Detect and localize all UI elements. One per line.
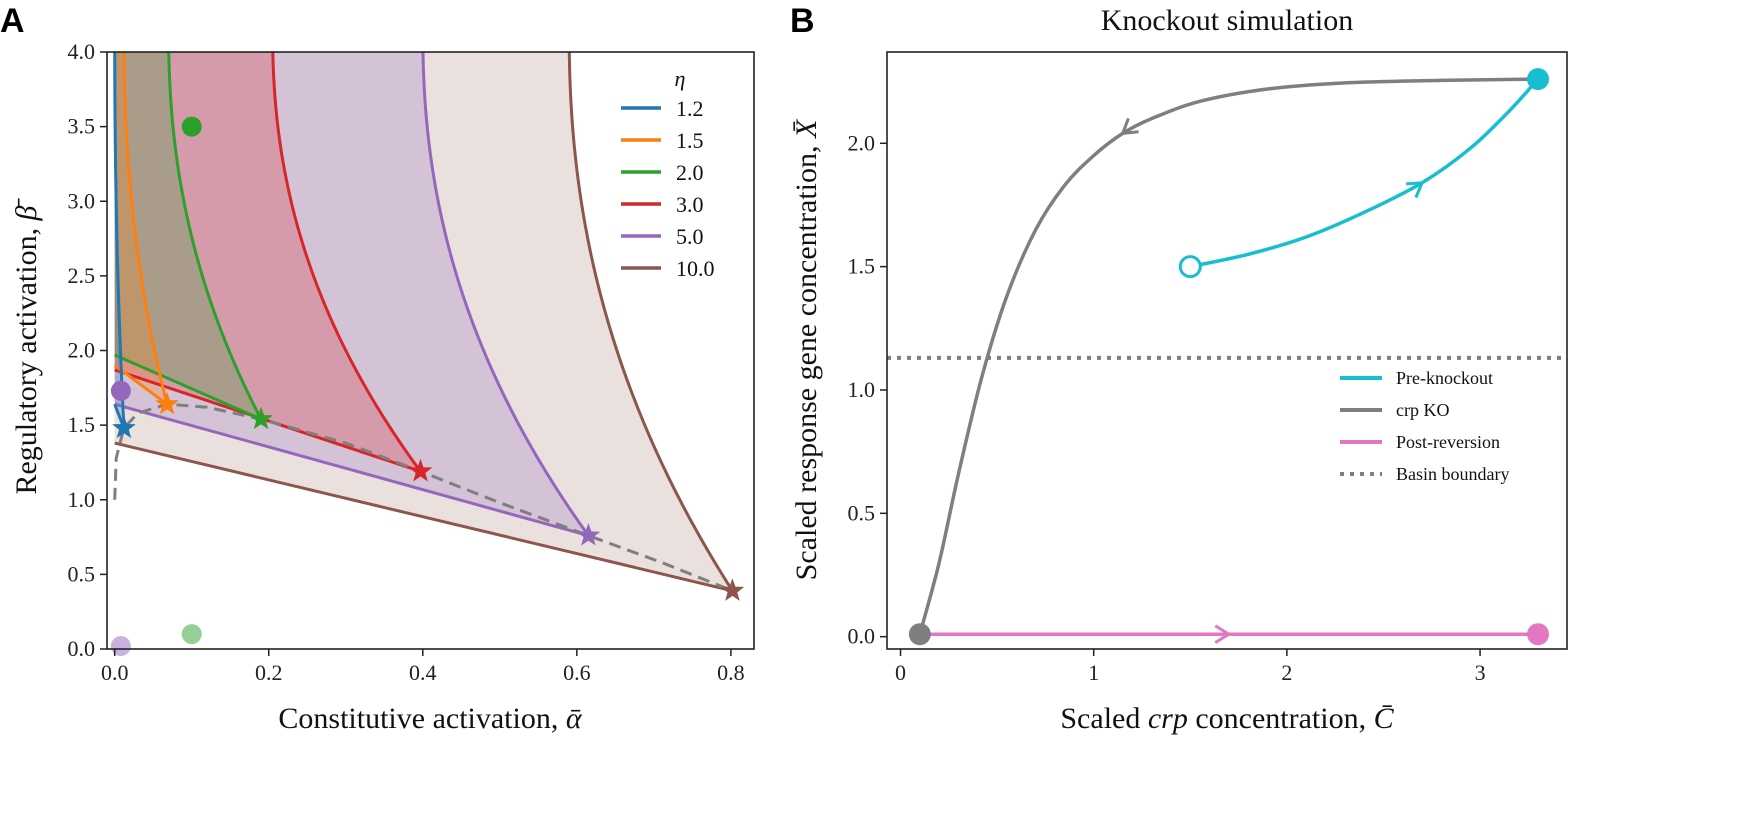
panel-a-xlabel: Constitutive activation, ᾱ: [278, 702, 582, 735]
legend-label-eta-1.2: 1.2: [676, 96, 704, 121]
boundary-eta-10.0: [114, 52, 736, 594]
b-ytick-label: 1.5: [848, 254, 876, 279]
panel-a-ylabel: Regulatory activation, β̄: [10, 197, 43, 494]
a-xtick-label: 0.4: [409, 660, 437, 685]
state-dot-0: [181, 116, 202, 137]
end-marker-2: [1527, 623, 1550, 646]
panel-a-letter: A: [0, 2, 25, 40]
a-ytick-label: 2.0: [68, 338, 96, 363]
b-ytick-label: 2.0: [848, 130, 876, 155]
b-xtick-label: 3: [1475, 660, 1486, 685]
cusp-star-eta-2.0: [249, 406, 273, 430]
legend-label-b-0: Pre-knockout: [1396, 368, 1493, 388]
b-ytick-label: 1.0: [848, 377, 876, 402]
a-ytick-label: 2.5: [68, 263, 96, 288]
state-dot-3: [110, 636, 131, 657]
start-marker-0: [1178, 255, 1202, 279]
region-eta-1.5: [114, 52, 168, 405]
b-xtick-label: 0: [895, 660, 906, 685]
trajectory-1: [918, 77, 1539, 635]
a-ytick-label: 3.5: [68, 114, 96, 139]
a-ytick-label: 0.5: [68, 561, 96, 586]
cusp-star-eta-1.2: [112, 415, 136, 439]
legend-label-eta-1.5: 1.5: [676, 128, 704, 153]
legend-label-b-3: Basin boundary: [1396, 464, 1509, 484]
b-xtick-label: 2: [1281, 660, 1292, 685]
trajectory-arrow-1: [1120, 117, 1139, 136]
a-xtick-label: 0.0: [101, 660, 129, 685]
end-marker-1: [908, 623, 931, 646]
legend-label-b-2: Post-reversion: [1396, 432, 1500, 452]
a-ytick-label: 1.5: [68, 412, 96, 437]
legend-label-eta-2.0: 2.0: [676, 160, 704, 185]
a-ytick-label: 1.0: [68, 487, 96, 512]
a-xtick-label: 0.2: [255, 660, 283, 685]
a-ytick-label: 4.0: [68, 39, 96, 64]
trajectory-arrow-0: [1406, 181, 1425, 199]
cusp-star-eta-3.0: [408, 458, 433, 482]
end-marker-0: [1527, 68, 1550, 91]
boundary-eta-5.0: [114, 52, 593, 539]
a-ytick-label: 3.0: [68, 188, 96, 213]
cusp-star-eta-5.0: [576, 523, 601, 546]
cusp-star-eta-1.5: [155, 391, 179, 415]
panel-a-legend: η 1.2 1.5 2.0 3.0 5.0 10.0: [621, 66, 715, 281]
boundary-eta-3.0: [114, 52, 425, 475]
legend-label-eta-10.0: 10.0: [676, 256, 715, 281]
state-dot-2: [181, 624, 202, 645]
panel-b-letter: B: [790, 2, 815, 40]
panel-b-ylabel: Scaled response gene concentration, X̄: [790, 118, 823, 580]
region-eta-1.2: [114, 52, 124, 429]
cusp-star-eta-10.0: [720, 578, 745, 601]
panel-b-frame: [886, 51, 1568, 650]
region-eta-3.0: [114, 52, 421, 472]
trajectory-arrow-2: [1214, 624, 1232, 644]
b-ytick-label: 0.5: [848, 500, 876, 525]
boundary-eta-1.2: [113, 52, 126, 429]
legend-label-b-1: crp KO: [1396, 400, 1449, 420]
legend-label-eta-5.0: 5.0: [676, 224, 704, 249]
a-ytick-label: 0.0: [68, 636, 96, 661]
boundary-eta-1.5: [113, 52, 170, 408]
panel-b-xlabel: Scaled crp concentration, C̄: [1060, 702, 1394, 735]
b-ytick-label: 0.0: [848, 624, 876, 649]
b-xtick-label: 1: [1088, 660, 1099, 685]
region-eta-5.0: [114, 52, 589, 536]
a-xtick-label: 0.8: [717, 660, 745, 685]
trajectory-0: [1189, 77, 1540, 269]
panel-a-chart: 0.0 0.2 0.4 0.6 0.8 0.0 0.5 1.0 1.5 2.0 2.5 3.0 3.5 4…: [10, 39, 755, 735]
legend-title-eta: η: [675, 66, 686, 91]
legend-label-eta-3.0: 3.0: [676, 192, 704, 217]
panel-b-legend: Pre-knockout crp KO Post-reversion Basin bo…: [1340, 368, 1509, 484]
panel-b-chart: Knockout simulation 0 1 2 30.00.51.01.52.0 …: [790, 4, 1568, 735]
panel-b-title: Knockout simulation: [1101, 4, 1353, 37]
boundary-eta-2.0: [114, 52, 265, 423]
state-dot-1: [110, 380, 131, 401]
a-xtick-label: 0.6: [563, 660, 591, 685]
